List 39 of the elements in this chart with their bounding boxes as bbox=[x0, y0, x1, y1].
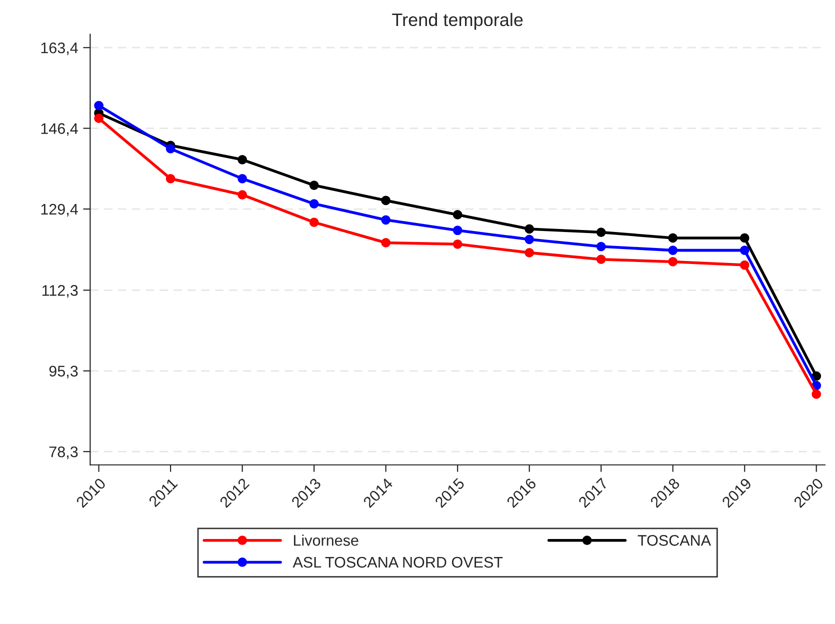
point bbox=[524, 234, 534, 244]
point bbox=[166, 144, 176, 154]
point bbox=[381, 196, 391, 206]
point bbox=[668, 233, 678, 243]
point bbox=[740, 246, 750, 255]
point bbox=[166, 174, 176, 184]
point bbox=[452, 226, 462, 236]
point bbox=[381, 238, 391, 248]
point bbox=[524, 248, 534, 258]
point bbox=[668, 257, 678, 266]
point bbox=[309, 199, 319, 208]
y-tick-label: 129,4 bbox=[41, 204, 78, 217]
y-tick-label: 78,3 bbox=[49, 446, 78, 460]
point bbox=[596, 228, 606, 237]
point bbox=[452, 210, 462, 220]
point bbox=[452, 239, 462, 249]
legend-label: TOSCANA bbox=[638, 535, 712, 546]
point bbox=[309, 180, 319, 190]
y-tick-label: 163,4 bbox=[41, 42, 78, 56]
point bbox=[596, 254, 606, 264]
y-tick-label: 95,3 bbox=[49, 366, 78, 378]
point bbox=[740, 233, 750, 243]
point bbox=[94, 100, 104, 110]
legend-label: ASL TOSCANA NORD OVEST bbox=[292, 556, 503, 568]
point bbox=[238, 174, 247, 184]
point bbox=[94, 114, 104, 124]
legend-label: Livornese bbox=[294, 534, 358, 546]
point bbox=[668, 246, 678, 255]
point bbox=[309, 218, 319, 227]
point bbox=[812, 389, 822, 399]
y-tick-label: 112,3 bbox=[42, 285, 78, 298]
point bbox=[596, 242, 606, 252]
chart-title: Trend temporale bbox=[392, 12, 523, 30]
point bbox=[238, 154, 247, 164]
point bbox=[238, 190, 247, 200]
point bbox=[740, 260, 750, 270]
point bbox=[524, 224, 534, 234]
y-tick-label: 146,4 bbox=[41, 123, 78, 136]
point bbox=[381, 215, 391, 225]
